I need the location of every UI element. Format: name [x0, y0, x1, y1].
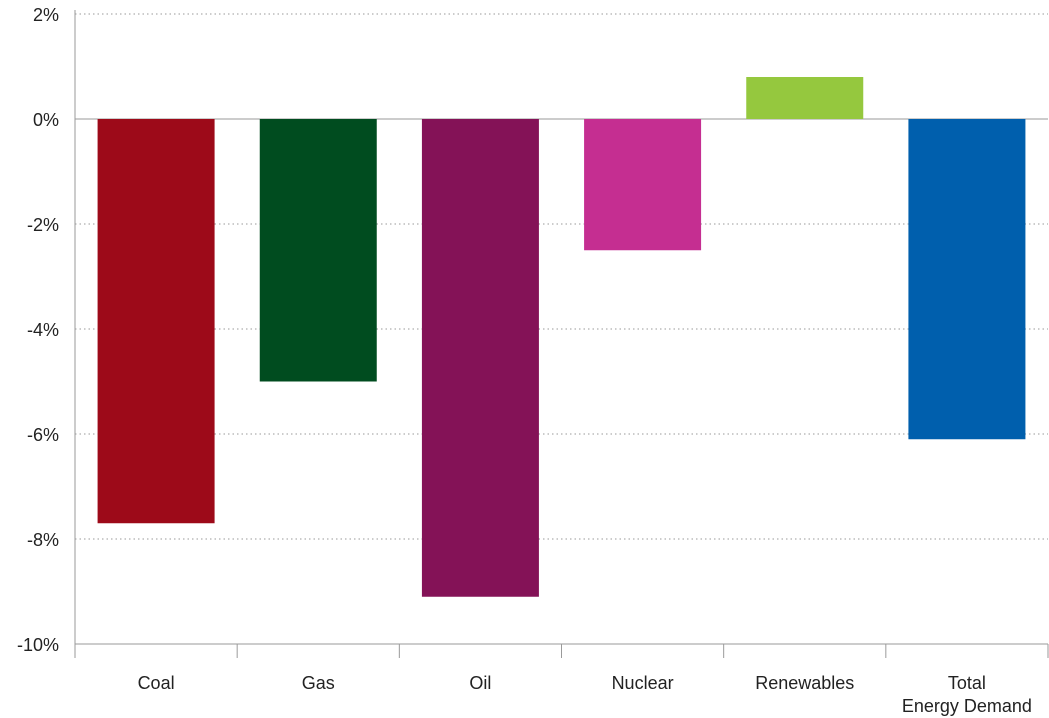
x-tick-label: Total [948, 673, 986, 693]
y-tick-label: -8% [27, 530, 59, 550]
x-tick-label: Renewables [755, 673, 854, 693]
y-tick-label: -6% [27, 425, 59, 445]
x-tick-label: Energy Demand [902, 696, 1032, 716]
bar-5 [908, 119, 1026, 440]
y-tick-label: -2% [27, 215, 59, 235]
y-tick-label: -4% [27, 320, 59, 340]
x-tick-label: Nuclear [612, 673, 674, 693]
y-tick-label: 0% [33, 110, 59, 130]
x-tick-label: Coal [138, 673, 175, 693]
bar-4 [746, 77, 864, 119]
y-tick-label: 2% [33, 5, 59, 25]
bar-3 [584, 119, 702, 251]
x-tick-label: Gas [302, 673, 335, 693]
bar-0 [97, 119, 215, 524]
x-tick-label: Oil [469, 673, 491, 693]
bar-2 [421, 119, 539, 597]
bar-1 [259, 119, 377, 382]
y-tick-label: -10% [17, 635, 59, 655]
